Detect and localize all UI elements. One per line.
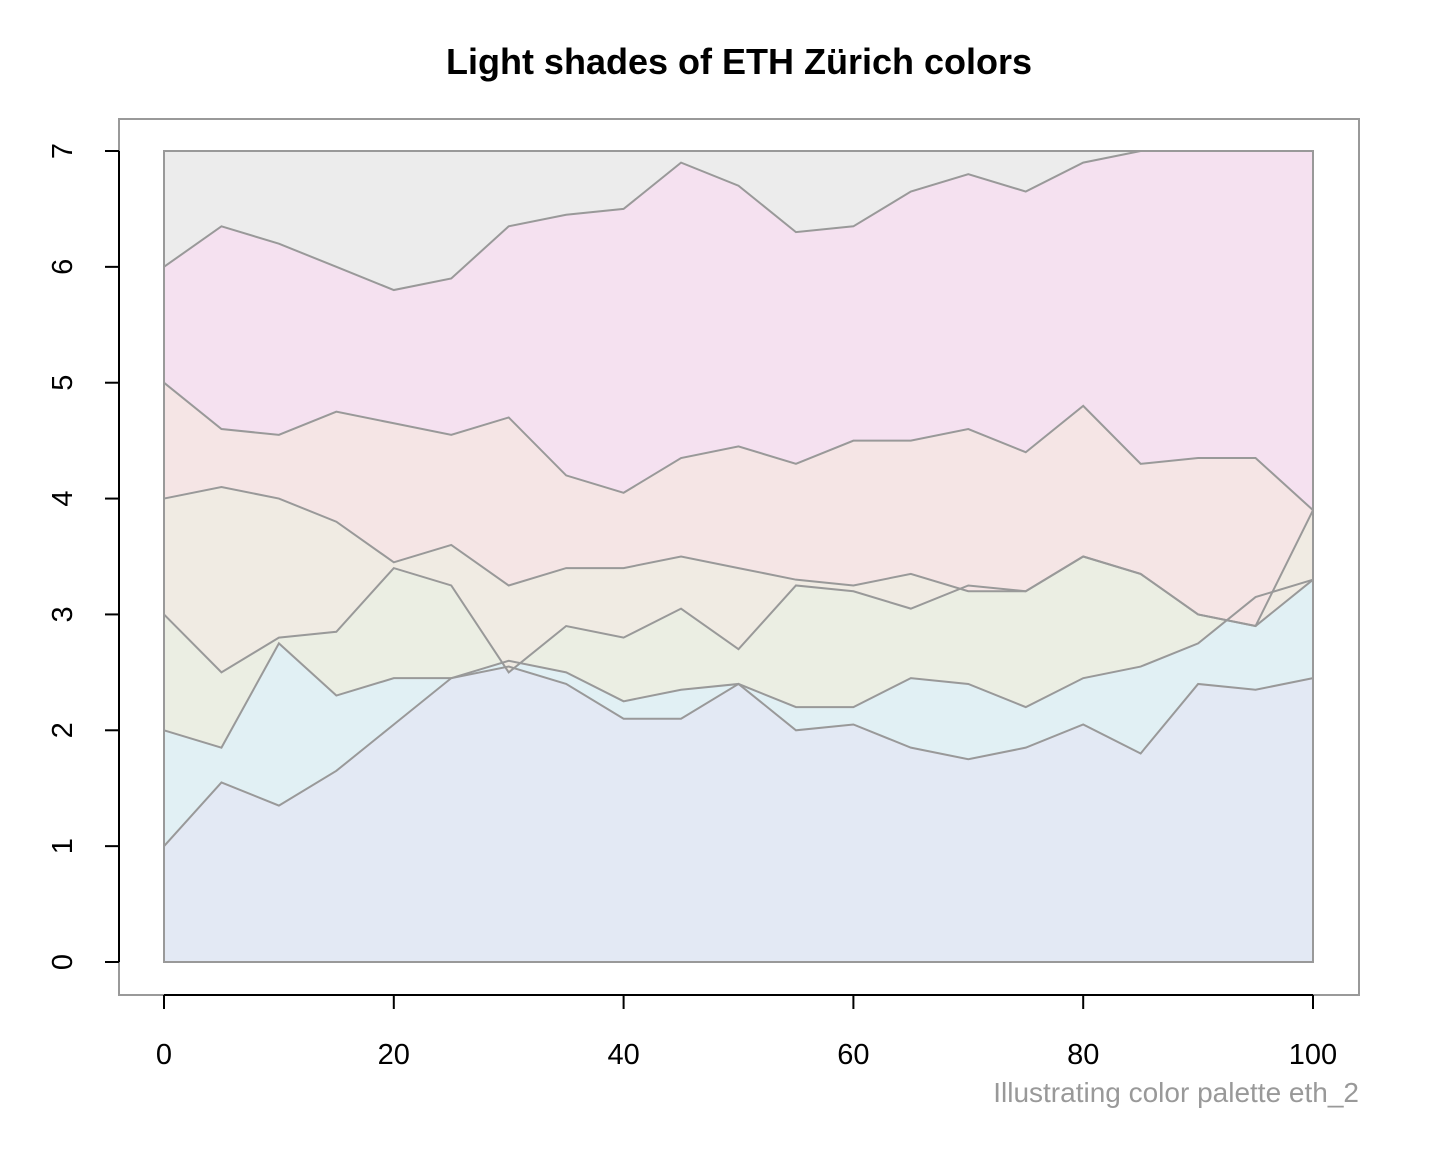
area-layer-2 [164,579,1313,847]
area-layer-3 [164,556,1313,748]
chart-title: Light shades of ETH Zürich colors [446,41,1032,82]
x-tick-label: 20 [378,1039,410,1071]
area-layer-4 [164,486,1313,673]
boundary-line-5 [163,381,1314,511]
y-tick-label: 1 [47,838,79,854]
y-tick-label: 7 [47,143,79,159]
x-axis: 0 20 40 60 80 100 [156,994,1337,1071]
boundary-lines [163,150,1314,847]
x-tick-label: 100 [1289,1039,1337,1071]
area-layers [164,151,1313,962]
boundary-line-4 [163,485,1314,628]
boundary-line-2 [163,578,1314,749]
x-tick-label: 80 [1067,1039,1099,1071]
y-tick-label: 5 [47,375,79,391]
data-region-border [163,150,1314,963]
y-tick-label: 2 [47,722,79,738]
x-tick-label: 60 [837,1039,869,1071]
area-layer-7 [164,151,1313,291]
y-tick-label: 6 [47,259,79,275]
x-tick-label: 0 [156,1039,172,1071]
boundary-line-6 [163,150,1313,292]
area-layer-1 [164,666,1313,962]
area-layer-6 [164,151,1313,511]
y-axis: 0 1 2 3 4 5 6 7 [47,143,120,970]
y-tick-label: 4 [47,491,79,507]
area-layer-5 [164,382,1313,627]
y-tick-label: 3 [47,606,79,622]
chart-caption: Illustrating color palette eth_2 [993,1077,1359,1108]
y-tick-label: 0 [47,954,79,970]
x-tick-label: 40 [607,1039,639,1071]
